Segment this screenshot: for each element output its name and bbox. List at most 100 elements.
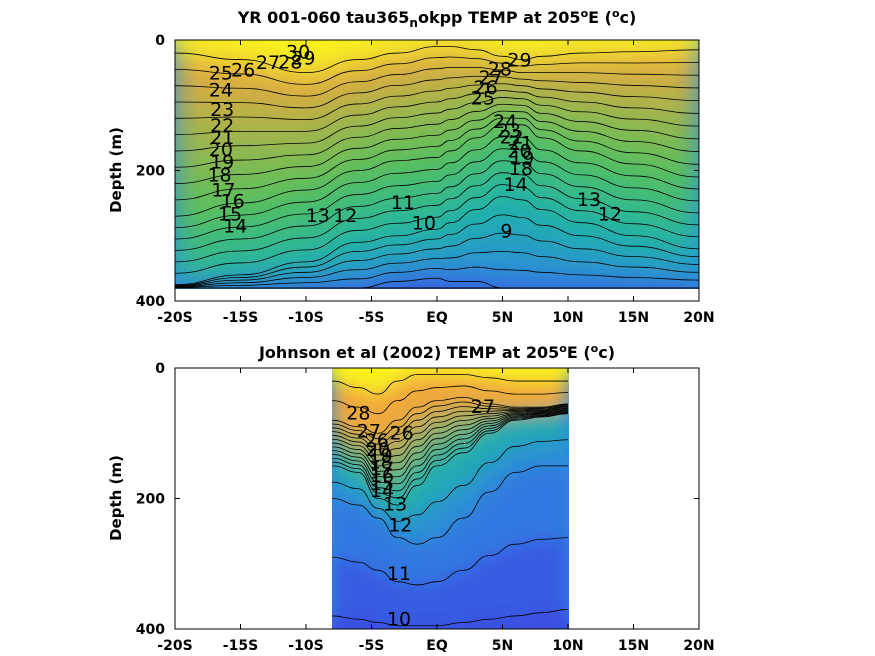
contour-label: 12 xyxy=(333,205,357,227)
contour-label: 16 xyxy=(221,191,245,213)
temperature-band xyxy=(332,413,568,522)
contour-label: 29 xyxy=(291,48,315,70)
contour-label: 17 xyxy=(211,179,235,201)
y-tick-label: 200 xyxy=(136,492,165,508)
y-tick-label: 0 xyxy=(155,33,165,49)
temperature-band xyxy=(175,83,699,135)
isotherm-line xyxy=(332,405,569,445)
contour-label: 18 xyxy=(369,451,393,473)
temperature-band xyxy=(332,385,568,434)
deep-cold-layer xyxy=(175,278,699,289)
contour-label: 27 xyxy=(471,396,495,418)
temperature-colormap xyxy=(332,368,569,629)
contour-label: 26 xyxy=(390,423,414,445)
x-tick-label: -5S xyxy=(359,310,385,326)
contour-label: 19 xyxy=(510,147,534,169)
isotherm-line xyxy=(332,410,569,478)
isotherm-line xyxy=(175,148,699,240)
contour-label: 27 xyxy=(479,67,503,89)
contour-label: 15 xyxy=(218,204,242,226)
contour-label: 28 xyxy=(278,52,302,74)
isotherm-line xyxy=(175,214,699,286)
contour-label: 17 xyxy=(370,458,394,480)
isotherm-line xyxy=(175,266,699,288)
temperature-band xyxy=(175,76,699,120)
x-tick-label: -20S xyxy=(157,310,192,326)
x-tick-label: 20N xyxy=(683,310,714,326)
contour-label: 19 xyxy=(369,445,393,467)
contour-label: 24 xyxy=(493,111,517,133)
x-tick-label: -20S xyxy=(157,638,192,654)
warm-surface-layer xyxy=(332,368,569,395)
temperature-band xyxy=(175,117,699,217)
temperature-band xyxy=(175,67,699,108)
temperature-band xyxy=(175,90,699,151)
x-tick-label: 20N xyxy=(683,638,714,654)
contour-label: 27 xyxy=(256,52,280,74)
isotherm-line xyxy=(332,465,568,545)
contour-label: 26 xyxy=(231,59,255,81)
contour-label: 14 xyxy=(504,174,528,196)
contour-label: 12 xyxy=(598,204,622,226)
isotherm-line xyxy=(332,537,569,586)
contour-label: 12 xyxy=(388,515,412,537)
temperature-band xyxy=(332,401,568,445)
x-tick-label: 15N xyxy=(618,310,649,326)
isotherm-line xyxy=(332,409,569,472)
y-tick-label: 400 xyxy=(136,622,165,638)
isotherm-line xyxy=(332,439,569,522)
contour-label: 15 xyxy=(370,473,394,495)
isotherm-line xyxy=(332,396,569,434)
temperature-band xyxy=(175,111,699,200)
isotherm-line xyxy=(332,411,569,492)
contour-label: 16 xyxy=(370,465,394,487)
isotherm-line xyxy=(332,401,569,440)
temperature-band xyxy=(175,46,699,85)
isotherm-line xyxy=(175,124,699,217)
x-tick-label: 5N xyxy=(492,310,513,326)
contour-label: 22 xyxy=(500,127,524,149)
isotherm-line xyxy=(175,160,699,251)
isotherm-line xyxy=(175,184,699,274)
isotherm-line xyxy=(175,196,699,286)
panel-johnson-temp: Johnson et al (2002) TEMP at 205oE (oc) … xyxy=(107,342,715,655)
contour-label: 27 xyxy=(357,421,381,443)
temperature-band xyxy=(175,172,699,274)
isotherm-line xyxy=(332,374,568,395)
contour-label: 9 xyxy=(500,221,512,243)
isotherm-line xyxy=(175,67,699,97)
temperature-band xyxy=(175,136,699,240)
isotherm-line xyxy=(175,117,699,201)
chart-title: Johnson et al (2002) TEMP at 205oE (oc) xyxy=(258,342,615,363)
isotherm-line xyxy=(332,413,569,506)
y-tick-label: 200 xyxy=(136,164,165,180)
contour-label: 25 xyxy=(471,87,495,109)
contour-label: 20 xyxy=(209,139,233,161)
temperature-band xyxy=(332,537,568,626)
contour-label: 25 xyxy=(209,63,233,85)
x-tick-label: 10N xyxy=(552,638,583,654)
isotherm-line xyxy=(332,405,569,450)
contour-label: 14 xyxy=(370,480,394,502)
temperature-band xyxy=(175,214,699,286)
temperature-band xyxy=(175,148,699,251)
axes: -20S -15S -10S -5S EQ 5N 10N 15N 20N 0 200 400 xyxy=(136,33,715,326)
temperature-field xyxy=(332,368,569,629)
isotherm-contours xyxy=(332,374,569,627)
isotherm-line xyxy=(332,385,569,415)
contour-label: 26 xyxy=(473,77,497,99)
isotherm-line xyxy=(175,110,699,184)
contour-label: 13 xyxy=(306,205,330,227)
x-tick-label: -15S xyxy=(223,310,258,326)
contour-label: 30 xyxy=(286,42,310,64)
isotherm-contours xyxy=(175,46,699,289)
contour-label: 20 xyxy=(507,140,531,162)
x-tick-label: -5S xyxy=(359,638,385,654)
temperature-band xyxy=(332,405,568,450)
isotherm-line xyxy=(332,406,569,456)
y-tick-label: 400 xyxy=(136,294,165,310)
x-tick-label: 5N xyxy=(492,638,513,654)
panel-model-temp: YR 001-060 tau365nokpp TEMP at 205oE (oc… xyxy=(107,7,715,327)
